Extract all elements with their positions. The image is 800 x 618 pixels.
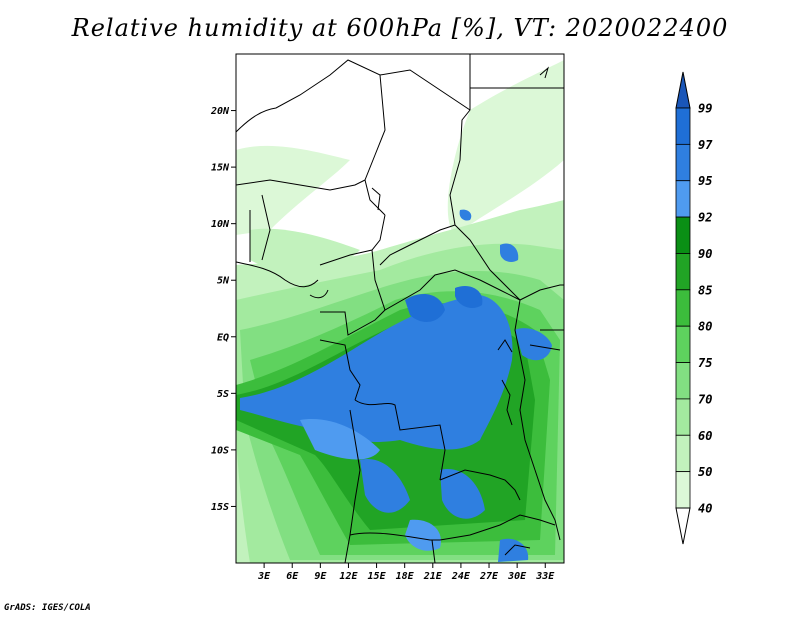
colorbar-label: 95 xyxy=(698,174,712,188)
colorbar-bottom-triangle xyxy=(675,507,691,545)
lon-tick-label: 30E xyxy=(507,571,527,582)
humidity-field xyxy=(236,54,564,563)
colorbar-label: 97 xyxy=(698,138,713,152)
lat-tick-label: 10S xyxy=(211,445,229,456)
latitude-axis: 20N 15N 10N 5N EQ 5S 10S 15S xyxy=(210,106,236,513)
colorbar-segment xyxy=(675,434,691,473)
map-title: Relative humidity at 600hPa [%], VT: 202… xyxy=(71,14,729,42)
longitude-axis: 3E 6E 9E 12E 15E 18E 21E 24E 27E 30E 33E xyxy=(257,563,555,582)
colorbar-segment xyxy=(675,180,691,218)
lon-tick-label: 33E xyxy=(535,571,555,582)
colorbar-label: 70 xyxy=(698,392,712,406)
colorbar-label: 90 xyxy=(698,247,712,261)
lon-tick-label: 3E xyxy=(257,571,271,582)
lat-tick-label: 15N xyxy=(211,163,230,174)
lon-tick-label: 12E xyxy=(339,571,358,582)
grads-credit: GrADS: IGES/COLA xyxy=(4,603,91,613)
colorbar-label: 80 xyxy=(698,320,712,334)
colorbar-label: 40 xyxy=(698,502,712,516)
lat-tick-label: 5N xyxy=(217,276,230,287)
lon-tick-label: 6E xyxy=(286,571,299,582)
colorbar-label: 85 xyxy=(698,283,712,297)
colorbar-segment xyxy=(675,398,691,436)
lat-tick-label: 5S xyxy=(217,389,229,400)
lon-tick-label: 27E xyxy=(479,571,499,582)
colorbar-segment xyxy=(675,325,691,363)
colorbar-segment xyxy=(675,107,691,145)
colorbar-segment xyxy=(675,143,691,182)
colorbar-segment xyxy=(675,253,691,291)
lon-tick-label: 21E xyxy=(423,571,443,582)
colorbar: 99 97 95 92 90 85 80 75 70 60 50 40 xyxy=(675,71,713,545)
colorbar-segment xyxy=(675,362,691,400)
lat-tick-label: 15S xyxy=(211,502,229,513)
colorbar-segment xyxy=(675,289,691,327)
colorbar-label: 92 xyxy=(698,211,712,225)
colorbar-label: 75 xyxy=(698,356,712,370)
lat-tick-label: 10N xyxy=(211,219,230,230)
colorbar-label: 50 xyxy=(698,465,712,479)
lon-tick-label: 9E xyxy=(314,571,327,582)
colorbar-label: 99 xyxy=(698,102,712,116)
lon-tick-label: 18E xyxy=(396,571,415,582)
lon-tick-label: 24E xyxy=(451,571,471,582)
country-borders xyxy=(236,54,564,563)
lon-tick-label: 15E xyxy=(368,571,387,582)
colorbar-segment xyxy=(675,216,691,254)
colorbar-segment xyxy=(675,471,691,509)
map-frame xyxy=(235,53,565,564)
colorbar-label: 60 xyxy=(698,429,712,443)
lat-tick-label: 20N xyxy=(210,106,230,117)
lat-tick-label: EQ xyxy=(217,332,229,343)
colorbar-top-triangle xyxy=(675,71,691,109)
